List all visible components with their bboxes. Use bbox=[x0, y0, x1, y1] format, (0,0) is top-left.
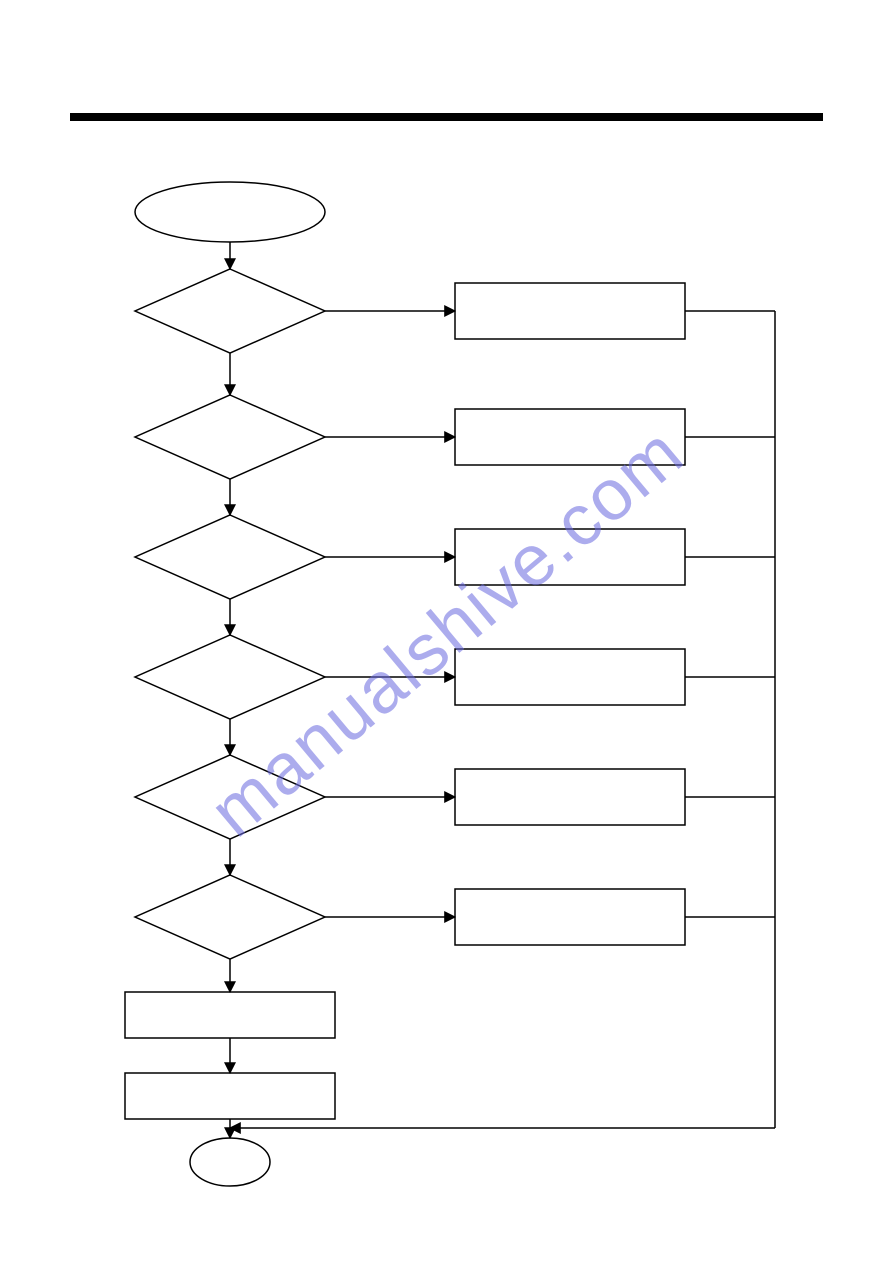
flowchart-svg bbox=[0, 0, 893, 1263]
page-stage: manualshive.com bbox=[0, 0, 893, 1263]
